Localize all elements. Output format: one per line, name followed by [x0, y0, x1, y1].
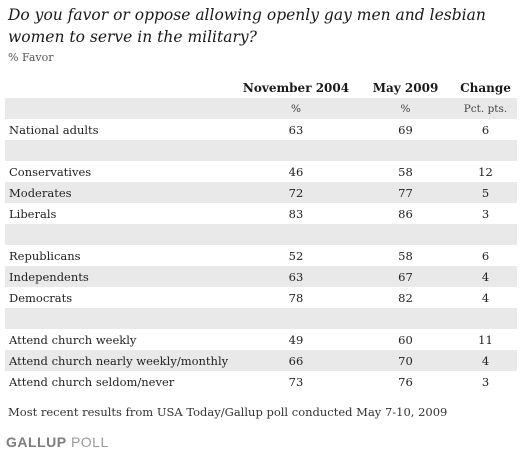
row-label: Attend church nearly weekly/monthly	[5, 350, 235, 371]
spacer-cell	[5, 224, 235, 245]
spacer-cell	[357, 140, 454, 161]
value-cell: 77	[357, 182, 454, 203]
table-row: Conservatives 46 58 12	[5, 161, 517, 182]
gallup-poll-logo: GALLUP POLL	[6, 434, 109, 450]
row-label: Conservatives	[9, 164, 92, 179]
value-cell: 63	[235, 266, 357, 287]
value-cell: 6	[481, 122, 490, 137]
value-cell: 67	[357, 266, 454, 287]
value-cell: 72	[235, 182, 357, 203]
spacer-cell	[454, 224, 517, 245]
row-label: Attend church weekly	[9, 332, 137, 347]
units-corner	[5, 98, 235, 119]
table-row: Moderates 72 77 5	[5, 182, 517, 203]
value-cell: 11	[478, 332, 493, 347]
table-row: Independents 63 67 4	[5, 266, 517, 287]
table-row: Democrats 78 82 4	[5, 287, 517, 308]
logo-poll-text: POLL	[70, 434, 109, 450]
value-cell: 5	[454, 182, 517, 203]
table-row: National adults 63 69 6	[5, 119, 517, 140]
table-row: Republicans 52 58 6	[5, 245, 517, 266]
column-unit: Pct. pts.	[454, 98, 517, 119]
spacer-cell	[235, 308, 357, 329]
value-cell: 6	[481, 248, 490, 263]
value-cell: 82	[398, 290, 413, 305]
table-body: % % Pct. pts. National adults 63 69 6 Conser…	[5, 98, 517, 392]
value-cell: 78	[288, 290, 304, 305]
spacer-row	[5, 140, 517, 161]
value-cell: 63	[288, 122, 304, 137]
value-cell: 3	[481, 206, 490, 221]
spacer-row	[5, 308, 517, 329]
value-cell: 66	[235, 350, 357, 371]
table-row: Attend church seldom/never 73 76 3	[5, 371, 517, 392]
page-title: Do you favor or oppose allowing openly g…	[8, 6, 486, 46]
column-header: May 2009	[372, 81, 439, 95]
spacer-cell	[357, 224, 454, 245]
spacer-cell	[454, 308, 517, 329]
row-label: Moderates	[5, 182, 235, 203]
source-footnote: Most recent results from USA Today/Gallu…	[8, 405, 448, 419]
value-cell: 49	[288, 332, 304, 347]
spacer-cell	[5, 140, 235, 161]
value-cell: 60	[398, 332, 413, 347]
table-row: Attend church nearly weekly/monthly 66 70 4	[5, 350, 517, 371]
value-cell: 58	[398, 164, 413, 179]
value-cell: 46	[288, 164, 304, 179]
value-cell: 12	[478, 164, 493, 179]
spacer-row	[5, 224, 517, 245]
value-cell: 58	[398, 248, 413, 263]
column-header: Change	[460, 81, 511, 95]
value-cell: 52	[288, 248, 304, 263]
spacer-cell	[235, 224, 357, 245]
row-label: National adults	[9, 122, 99, 137]
value-cell: 4	[481, 290, 490, 305]
spacer-cell	[5, 308, 235, 329]
value-cell: 3	[481, 374, 490, 389]
logo-wordmark: GALLUP	[6, 434, 67, 450]
row-label: Republicans	[9, 248, 81, 263]
table-row: Attend church weekly 49 60 11	[5, 329, 517, 350]
column-header-row: November 2004 May 2009 Change	[5, 78, 517, 98]
spacer-cell	[357, 308, 454, 329]
row-label: Attend church seldom/never	[9, 374, 175, 389]
value-cell: 86	[398, 206, 413, 221]
value-cell: 76	[398, 374, 413, 389]
header-corner	[5, 78, 235, 98]
table-row: Liberals 83 86 3	[5, 203, 517, 224]
row-label: Liberals	[9, 206, 57, 221]
value-cell: 70	[357, 350, 454, 371]
subtitle: % Favor	[8, 51, 54, 64]
column-header: November 2004	[242, 81, 350, 95]
value-cell: 73	[288, 374, 304, 389]
row-label: Independents	[5, 266, 235, 287]
value-cell: 4	[454, 350, 517, 371]
spacer-cell	[235, 140, 357, 161]
value-cell: 83	[288, 206, 304, 221]
units-row: % % Pct. pts.	[5, 98, 517, 119]
row-label: Democrats	[9, 290, 73, 305]
spacer-cell	[454, 140, 517, 161]
results-table: November 2004 May 2009 Change % % Pct. p…	[5, 78, 517, 392]
value-cell: 4	[454, 266, 517, 287]
column-unit: %	[357, 98, 454, 119]
value-cell: 69	[398, 122, 413, 137]
column-unit: %	[235, 98, 357, 119]
